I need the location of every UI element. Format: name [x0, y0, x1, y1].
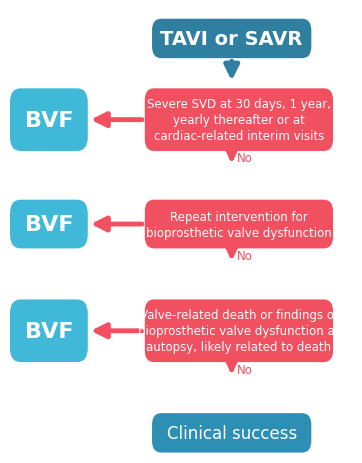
Text: No: No [237, 363, 253, 376]
Text: Yes: Yes [150, 106, 169, 119]
Text: Yes: Yes [150, 211, 169, 224]
FancyBboxPatch shape [145, 300, 333, 362]
FancyBboxPatch shape [145, 89, 333, 151]
Text: Clinical success: Clinical success [167, 424, 297, 442]
Text: BVF: BVF [25, 214, 73, 235]
FancyBboxPatch shape [152, 19, 311, 59]
Text: Severe SVD at 30 days, 1 year,
yearly thereafter or at
cardiac-related interim v: Severe SVD at 30 days, 1 year, yearly th… [147, 98, 331, 143]
Text: BVF: BVF [25, 110, 73, 131]
FancyBboxPatch shape [145, 200, 333, 249]
Text: Valve-related death or findings of
bioprosthetic valve dysfunction at
autopsy, l: Valve-related death or findings of biopr… [138, 309, 340, 353]
Text: BVF: BVF [25, 321, 73, 341]
Text: No: No [237, 152, 253, 165]
FancyBboxPatch shape [152, 413, 311, 453]
Text: Yes: Yes [150, 318, 169, 331]
Text: No: No [237, 250, 253, 263]
Text: Repeat intervention for
bioprosthetic valve dysfunction: Repeat intervention for bioprosthetic va… [146, 210, 332, 239]
Text: TAVI or SAVR: TAVI or SAVR [160, 30, 303, 49]
FancyBboxPatch shape [10, 300, 88, 362]
FancyBboxPatch shape [10, 200, 88, 249]
FancyBboxPatch shape [10, 89, 88, 151]
